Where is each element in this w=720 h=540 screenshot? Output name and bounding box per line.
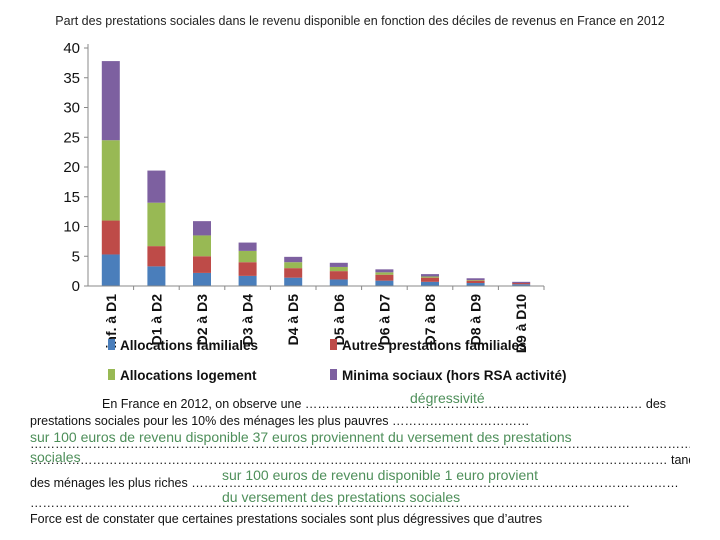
x-tick-label: D5 à D6	[331, 294, 347, 346]
bar-segment	[421, 274, 439, 277]
bar-segment	[193, 221, 211, 236]
x-tick-label: D6 à D7	[376, 294, 392, 346]
bar-segment	[329, 279, 348, 286]
bar-segment	[147, 266, 166, 286]
bar-segment	[512, 283, 531, 285]
legend-swatch	[108, 339, 115, 350]
bar-segment	[466, 280, 485, 284]
bar-segment	[329, 271, 348, 280]
bar-segment	[284, 256, 303, 263]
legend-label: Minima sociaux (hors RSA activité)	[342, 368, 567, 383]
answer-3: sociales	[30, 449, 81, 465]
line6: ……………………………………………………………………………………………………………	[30, 496, 630, 510]
answer-4: sur 100 euros de revenu disponible 1 eur…	[222, 467, 538, 483]
bar-segment	[329, 262, 348, 267]
line3: ……………………………………………………………………………………………………………	[30, 437, 690, 451]
y-tick-label: 5	[72, 248, 80, 265]
legend-swatch	[330, 339, 337, 350]
bar-segment	[147, 170, 166, 203]
bar-segment	[101, 254, 120, 286]
line1-start: En France en 2012, on observe une	[102, 397, 305, 411]
bar-segment	[512, 284, 531, 286]
bar-segment	[284, 268, 303, 278]
bar-segment	[284, 277, 303, 286]
stacked-bar-chart: 0 5 10 15 20 25 30 35 40 inf. à D1 D1 à D2 D2 à D3…	[63, 40, 567, 383]
bar-segment	[193, 256, 211, 273]
y-tick-label: 30	[63, 100, 80, 117]
bar-segment	[238, 262, 257, 276]
y-axis: 0 5 10 15 20 25 30 35 40	[63, 40, 89, 295]
bar-segment	[284, 262, 303, 269]
x-tick-label: D3 à D4	[240, 294, 256, 346]
bar-segment	[375, 280, 394, 286]
bar-segment	[421, 277, 439, 282]
y-tick-label: 40	[63, 40, 80, 57]
bar-segment	[421, 281, 439, 286]
bar-segment	[375, 272, 394, 275]
x-tick-label: D8 à D9	[468, 294, 484, 346]
y-tick-label: 15	[63, 189, 80, 206]
legend: Allocations familiales Autres prestations…	[108, 338, 567, 383]
answer-1: dégressivité	[410, 390, 485, 406]
bar-segment	[329, 266, 348, 272]
bar-segment	[101, 61, 120, 141]
answer-5: du versement des prestations sociales	[222, 489, 461, 505]
bar-segment	[375, 269, 394, 273]
chart-title: Part des prestations sociales dans le re…	[55, 14, 665, 28]
y-tick-label: 25	[63, 129, 80, 146]
y-tick-label: 20	[63, 159, 80, 176]
bar-segment	[512, 281, 531, 284]
x-tick-label: D1 à D2	[148, 294, 164, 346]
line1: En France en 2012, on observe une …………………	[102, 397, 666, 411]
legend-swatch	[108, 369, 115, 380]
line1-dots: ………………………………………………………………………	[304, 397, 643, 411]
bars-group	[101, 61, 531, 286]
bar-segment	[101, 220, 120, 255]
bar-segment	[193, 235, 211, 257]
bar-segment	[375, 274, 394, 281]
x-tick-label: D9 à D10	[513, 294, 529, 353]
legend-label: Allocations logement	[120, 368, 257, 383]
legend-swatch	[330, 369, 337, 380]
legend-label: Autres prestations familiales	[342, 338, 527, 353]
bar-segment	[466, 283, 485, 286]
legend-label: Allocations familiales	[120, 338, 258, 353]
bar-segment	[238, 242, 257, 251]
y-tick-label: 0	[72, 278, 80, 295]
x-tick-label: inf. à D1	[103, 294, 119, 349]
line1-end: des	[642, 397, 667, 411]
x-tick-label: D2 à D3	[194, 294, 210, 346]
line7: Force est de constater que certaines pre…	[30, 512, 543, 526]
bar-segment	[238, 250, 257, 263]
bar-segment	[101, 140, 120, 221]
answer-2: sur 100 euros de revenu disponible 37 eu…	[30, 429, 572, 445]
line2: prestations sociales pour les 10% des mé…	[30, 414, 530, 428]
bar-segment	[238, 275, 257, 286]
x-tick-label: D7 à D8	[422, 294, 438, 346]
bar-segment	[147, 246, 166, 267]
bar-segment	[147, 202, 166, 247]
bar-segment	[193, 272, 211, 286]
y-tick-label: 10	[63, 219, 80, 236]
x-tick-label: D4 à D5	[285, 294, 301, 346]
x-axis: inf. à D1 D1 à D2 D2 à D3 D3 à D4 D4 à D5 D5 …	[88, 285, 545, 353]
line5: des ménages les plus riches …………………………………	[30, 476, 680, 490]
bar-segment	[421, 276, 439, 278]
bar-segment	[466, 278, 485, 281]
bar-segment	[466, 280, 485, 281]
y-tick-label: 35	[63, 70, 80, 87]
line4: ……………………………………………………………………………………………………………	[30, 453, 690, 467]
